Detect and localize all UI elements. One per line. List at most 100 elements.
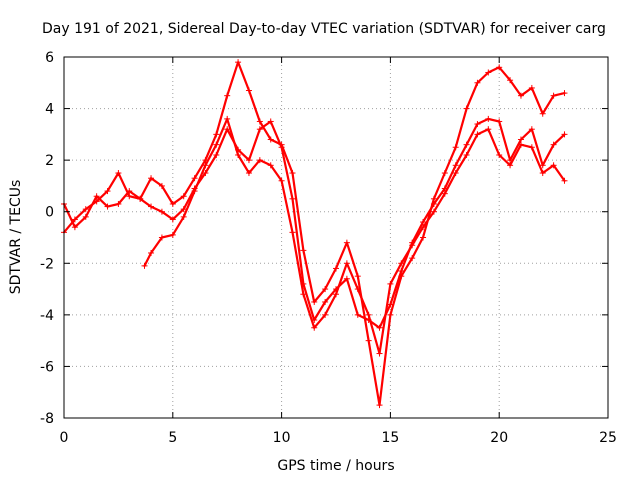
data-point [539,110,546,117]
data-point [485,69,492,76]
data-point [245,157,252,164]
data-point [322,286,329,293]
data-point [409,242,416,249]
data-point [409,255,416,262]
data-point [158,182,165,189]
data-point [517,141,524,148]
data-point [354,311,361,318]
data-point [191,175,198,182]
data-point [235,59,242,66]
data-point [115,200,122,207]
data-point [441,170,448,177]
series-track-b [61,115,568,331]
data-point [71,216,78,223]
data-point [213,141,220,148]
y-tick-label: -6 [40,359,54,375]
data-point [485,126,492,133]
data-point [235,151,242,158]
data-point [474,131,481,138]
data-point [202,170,209,177]
data-point [300,291,307,298]
data-point [93,193,100,200]
data-point [256,157,263,164]
data-point [420,219,427,226]
data-point [561,177,568,184]
plot-frame [63,56,609,419]
series-line [143,117,566,355]
data-point [126,193,133,200]
data-point [463,151,470,158]
data-point [430,195,437,202]
data-point [256,118,263,125]
data-point [333,265,339,272]
data-point [148,203,155,210]
y-tick-label: 6 [45,50,54,66]
data-point [463,105,470,112]
y-ticks: -8 -6 -4 -2 0 2 4 6 [40,50,608,427]
data-point [550,92,557,99]
data-point [343,239,350,246]
y-tick-label: 2 [45,153,54,169]
data-point [430,200,437,207]
data-point [224,115,231,122]
data-point [82,206,89,213]
data-point [376,324,383,331]
data-point [322,311,329,318]
data-point [148,249,155,256]
data-point [289,229,296,236]
data-point [311,298,318,305]
data-point [539,170,546,177]
data-point [376,350,383,357]
data-point [387,311,394,318]
x-tick-label: 10 [273,430,291,446]
series-layer [61,59,568,409]
data-point [245,87,252,94]
data-point [528,84,535,91]
data-point [82,213,89,220]
data-point [148,175,155,182]
x-tick-label: 5 [168,430,177,446]
data-point [169,231,176,238]
data-point [267,118,274,125]
data-point [137,195,144,202]
data-point [387,280,394,287]
data-point [278,177,285,184]
data-point [365,337,372,344]
data-point [141,262,148,269]
data-point [354,286,361,293]
data-point [267,136,274,143]
data-point [169,200,176,207]
chart-title: Day 191 of 2021, Sidereal Day-to-day VTE… [42,21,606,37]
data-point [71,224,78,231]
x-axis-label: GPS time / hours [277,458,394,474]
data-point [485,115,492,122]
grid [64,57,608,418]
series-line [62,117,566,329]
data-point [289,170,296,177]
data-point [202,162,209,169]
data-point [158,208,165,215]
data-point [452,144,459,151]
data-point [452,170,459,177]
data-point [300,247,307,254]
y-tick-label: 4 [45,102,54,118]
data-point [365,311,372,318]
data-point [289,195,296,202]
data-point [343,275,350,282]
data-point [561,131,568,138]
data-point [213,131,220,138]
data-point [420,234,427,241]
data-point [507,77,514,84]
data-point [245,170,252,177]
data-point [343,260,350,267]
data-point [278,144,285,151]
data-point [561,90,568,97]
data-point [474,79,481,86]
data-point [398,268,405,275]
data-point [354,273,361,280]
data-point [180,206,187,213]
series-track-c [141,115,568,357]
data-point [104,203,111,210]
data-point [507,162,514,169]
data-point [550,141,557,148]
